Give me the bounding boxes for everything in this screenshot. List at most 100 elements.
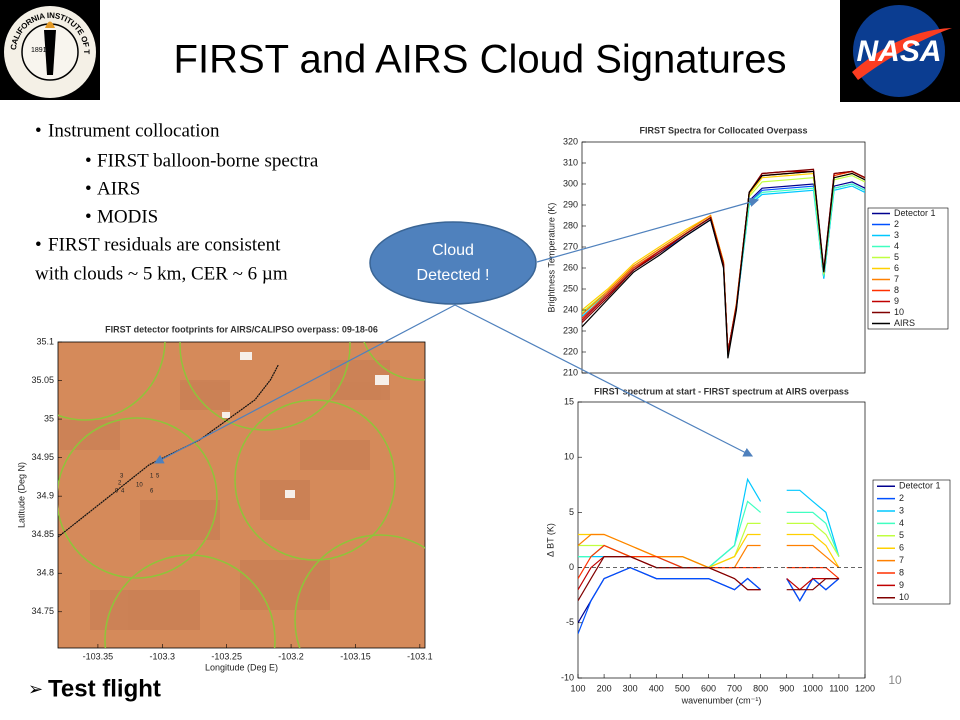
x-axis-label: Longitude (Deg E) <box>205 662 278 672</box>
y-tick-label: 230 <box>563 325 578 335</box>
y-tick-label: 34.9 <box>36 491 54 501</box>
y-tick-label: 34.8 <box>36 568 54 578</box>
x-tick-label: 1200 <box>855 683 875 693</box>
legend-label: AIRS <box>894 318 915 328</box>
x-tick-label: 700 <box>727 683 742 693</box>
y-tick-label: 15 <box>564 396 574 406</box>
detector-label: 5 <box>156 474 160 480</box>
charts: FIRST Spectra for Collocated Overpass210… <box>16 122 951 706</box>
x-tick-label: 200 <box>597 683 612 693</box>
detector-labels: 3 2 1 5 10 9 4 6 <box>115 474 160 495</box>
y-tick-label: 35 <box>44 413 54 423</box>
series-group <box>582 168 865 359</box>
caltech-year: 1891 <box>31 47 47 54</box>
x-tick-label: -103.25 <box>211 651 242 661</box>
x-tick-label: 1100 <box>829 683 848 693</box>
callout-text: Cloud <box>432 242 474 259</box>
y-tick-label: 260 <box>563 262 578 272</box>
footer: Test flight <box>48 675 161 702</box>
x-tick-label: 400 <box>649 683 664 693</box>
nasa-logo: NASA <box>840 0 960 102</box>
legend-label: 4 <box>899 518 904 528</box>
detector-label: 2 <box>118 481 122 487</box>
legend-label: 6 <box>894 263 899 273</box>
y-tick-label: 34.85 <box>31 529 54 539</box>
detector-label: 1 <box>150 474 154 480</box>
legend-label: 10 <box>899 592 909 602</box>
y-axis-label: Latitude (Deg N) <box>16 462 26 528</box>
y-tick-label: 210 <box>563 367 578 377</box>
flight-track <box>58 364 279 538</box>
chart-title: FIRST Spectra for Collocated Overpass <box>639 125 807 135</box>
legend-label: 8 <box>899 567 904 577</box>
x-axis-label: wavenumber (cm⁻¹) <box>681 695 762 705</box>
bullet: Instrument collocation <box>48 120 220 141</box>
legend-label: 3 <box>899 505 904 515</box>
legend-label: 9 <box>894 296 899 306</box>
y-tick-label: -5 <box>566 617 574 627</box>
bullet-glyph: • <box>85 150 92 171</box>
y-tick-label: 34.95 <box>31 452 54 462</box>
x-tick-label: -103.15 <box>340 651 371 661</box>
detector-label: 4 <box>121 489 125 495</box>
chart-title: FIRST spectrum at start - FIRST spectrum… <box>594 386 849 396</box>
y-tick-label: 290 <box>563 199 578 209</box>
x-tick-label: -103.1 <box>407 651 433 661</box>
legend-label: 7 <box>899 555 904 565</box>
detector-label: 9 <box>115 489 119 495</box>
legend-label: 6 <box>899 543 904 553</box>
callout-text: Detected ! <box>417 267 490 284</box>
caltech-logo: CALIFORNIA INSTITUTE OF TECHNOLOGY 1891 <box>0 0 100 100</box>
y-tick-label: 300 <box>563 178 578 188</box>
bullet: FIRST residuals are consistent <box>48 234 281 255</box>
legend-label: 3 <box>894 230 899 240</box>
y-tick-label: 320 <box>563 136 578 146</box>
nasa-word: NASA <box>856 35 941 68</box>
y-tick-label: 0 <box>569 562 574 572</box>
y-tick-label: 220 <box>563 346 578 356</box>
bullet: MODIS <box>97 206 158 227</box>
plot-area <box>577 401 866 679</box>
legend-label: 2 <box>899 493 904 503</box>
legend-label: 4 <box>894 241 899 251</box>
legend-label: 5 <box>899 530 904 540</box>
y-tick-label: 240 <box>563 304 578 314</box>
y-tick-label: 250 <box>563 283 578 293</box>
detector-label: 3 <box>120 474 124 480</box>
legend-label: 2 <box>894 219 899 229</box>
callout: Cloud Detected ! <box>153 197 760 464</box>
legend-label: 8 <box>894 285 899 295</box>
series-line <box>582 170 865 359</box>
x-tick-label: 100 <box>570 683 585 693</box>
series-line <box>578 533 840 569</box>
legend-label: 9 <box>899 580 904 590</box>
detector-label: 6 <box>150 489 154 495</box>
detector-label: 10 <box>136 483 143 489</box>
slide-title: FIRST and AIRS Cloud Signatures <box>174 38 787 82</box>
chart-title: FIRST detector footprints for AIRS/CALIP… <box>105 324 378 334</box>
page-number: 10 <box>888 673 902 687</box>
y-tick-label: 5 <box>569 507 574 517</box>
x-tick-label: 1000 <box>803 683 823 693</box>
bullet: FIRST balloon-borne spectra <box>97 150 319 171</box>
legend-label: 5 <box>894 252 899 262</box>
legend-label: Detector 1 <box>894 208 936 218</box>
x-tick-label: 800 <box>753 683 768 693</box>
y-tick-label: 34.75 <box>31 606 54 616</box>
bullet-glyph: • <box>85 206 92 227</box>
legend-label: 10 <box>894 307 904 317</box>
y-tick-label: 35.05 <box>31 375 54 385</box>
x-tick-label: -103.35 <box>83 651 114 661</box>
bullet-continuation: with clouds ~ 5 km, CER ~ 6 µm <box>35 263 288 284</box>
y-tick-label: 35.1 <box>36 336 54 346</box>
x-tick-label: -103.3 <box>150 651 176 661</box>
bullet-glyph: • <box>35 234 42 255</box>
x-tick-label: -103.2 <box>278 651 304 661</box>
legend-label: Detector 1 <box>899 481 941 491</box>
bullet-glyph: • <box>35 120 42 141</box>
track-group <box>58 364 279 538</box>
legend-box <box>872 479 951 605</box>
y-axis-label: Δ BT (K) <box>545 523 555 557</box>
y-tick-label: 280 <box>563 220 578 230</box>
